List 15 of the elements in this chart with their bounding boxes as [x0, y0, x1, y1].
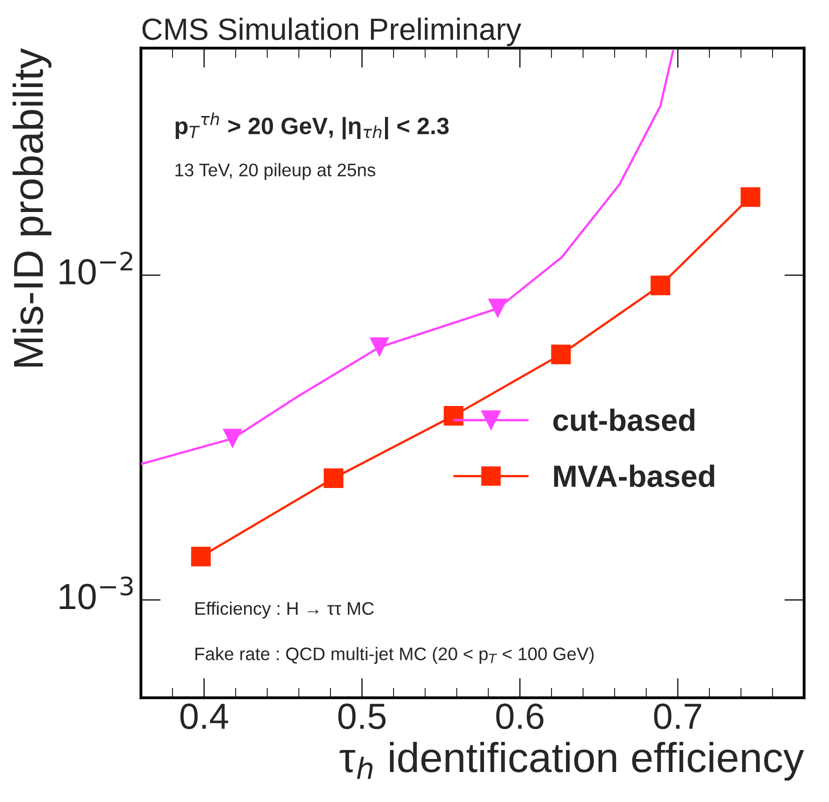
x-tick-label: 0.6 [496, 704, 544, 730]
y-tick-label: 10$^{−2}$ [60, 252, 132, 285]
x-tick-label: 0.5 [338, 704, 386, 730]
annotation: Efficiency : H → ττ MC [195, 602, 374, 618]
x-axis-title: τ$_{h}$ identification efficiency [340, 742, 804, 781]
annotation: p$_{T}$$^{τh}$ > 20 GeV, |η$_{τh}$| < 2.3 [176, 112, 449, 140]
legend-label: cut-based [553, 408, 694, 432]
y-tick-label: 10$^{−3}$ [60, 576, 133, 610]
chart-title: CMS Simulation Preliminary [142, 18, 522, 46]
annotation: 13 TeV, 20 pileup at 25ns [175, 163, 376, 180]
x-tick-label: 0.4 [180, 704, 228, 730]
annotation: Fake rate : QCD multi-jet MC (20 < p$_{T}$ < 100 GeV) [195, 647, 594, 664]
y-axis-title: Mis-ID probability [12, 48, 52, 367]
x-tick-label: 0.7 [654, 704, 702, 730]
legend-label: MVA-based [554, 464, 714, 488]
